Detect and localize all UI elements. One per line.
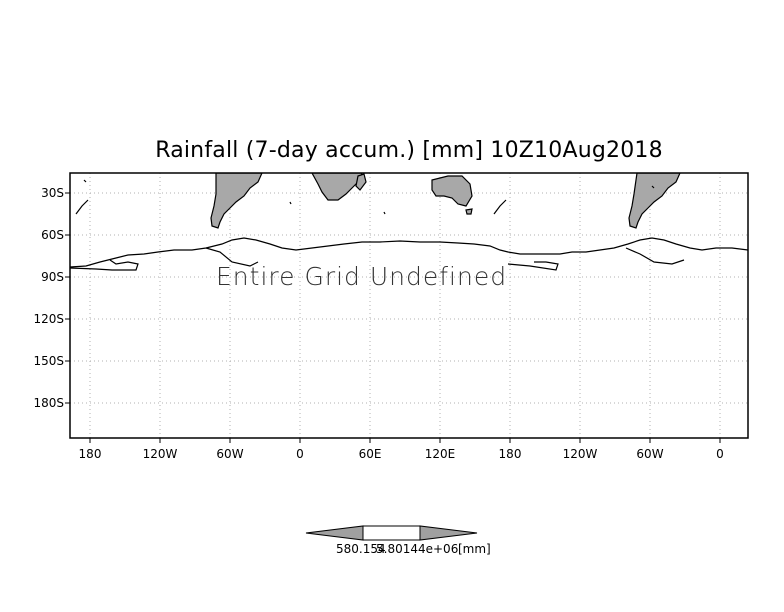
lon-label-60w-repeat: 60W (636, 447, 664, 461)
colorbar-unit-label: [mm] (458, 542, 491, 556)
south-america-landmass-repeat (628, 173, 681, 229)
lon-label-120w-repeat: 120W (562, 447, 598, 461)
colorbar-right-arrow (419, 525, 478, 541)
chart-title: Rainfall (7-day accum.) [mm] 10Z10Aug201… (155, 138, 663, 163)
madagascar-landmass (355, 173, 367, 191)
lon-label-0: 0 (296, 447, 304, 461)
colorbar (305, 525, 478, 541)
new-zealand-coast (75, 199, 507, 215)
antarctica-ice-shelf (70, 247, 259, 271)
africa-landmass (311, 173, 363, 201)
lon-label-180: 180 (78, 447, 102, 461)
lon-label-0-repeat: 0 (716, 447, 724, 461)
lat-label-60s: 60S (41, 228, 64, 242)
lat-label-120s: 120S (33, 312, 64, 326)
lon-label-60e: 60E (358, 447, 382, 461)
tasmania-landmass (465, 208, 473, 215)
south-america-landmass (210, 173, 263, 229)
colorbar-min-label: 580.154 (336, 542, 386, 556)
colorbar-max-label: 5.80144e+06 (376, 542, 459, 556)
lon-label-60w: 60W (216, 447, 244, 461)
lon-label-120w: 120W (142, 447, 178, 461)
australia-landmass (431, 175, 473, 207)
undefined-grid-note: Entire Grid Undefined (216, 262, 508, 291)
antarctica-ice-shelf-repeat (507, 247, 685, 271)
lon-label-180-repeat: 180 (498, 447, 522, 461)
gridlines (70, 173, 748, 438)
lat-label-180s: 180S (33, 396, 64, 410)
plot-frame (69, 172, 749, 439)
colorbar-box (362, 525, 421, 541)
tick-marks (65, 192, 721, 443)
antarctica-coastline (70, 237, 748, 268)
lat-label-90s: 90S (41, 270, 64, 284)
lat-label-30s: 30S (41, 186, 64, 200)
colorbar-left-arrow (305, 525, 364, 541)
lon-label-120e: 120E (424, 447, 456, 461)
small-islands (83, 179, 655, 215)
lat-label-150s: 150S (33, 354, 64, 368)
